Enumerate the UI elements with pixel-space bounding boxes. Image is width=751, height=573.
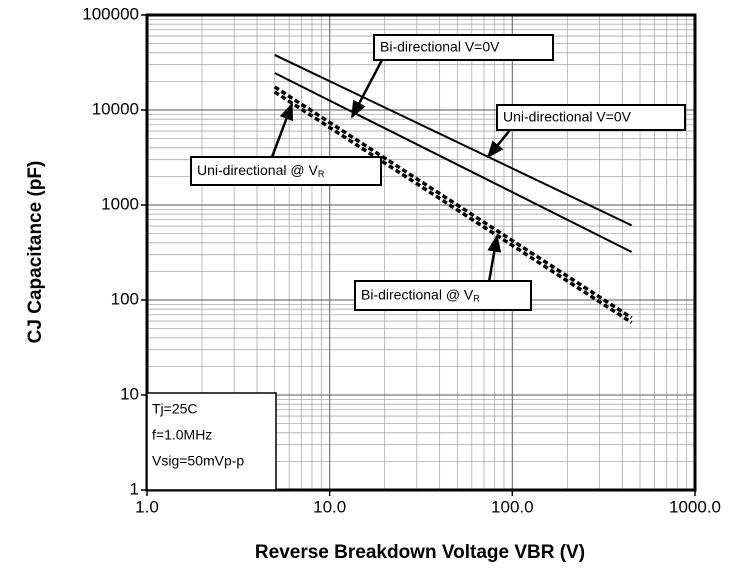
series-line [274, 54, 633, 227]
annotation-arrow [350, 59, 384, 119]
annotation-box [354, 280, 532, 311]
annotation-sub: R [318, 169, 325, 179]
annotation-arrow [487, 234, 502, 283]
y-axis-title: CJ Capacitance (pF) [25, 161, 46, 344]
annotation-arrow [486, 129, 511, 159]
series-line [273, 85, 633, 320]
annotation-box [496, 104, 686, 131]
x-axis-title: Reverse Breakdown Voltage VBR (V) [255, 542, 585, 563]
y-tick-label: 100 [111, 289, 139, 308]
series-line [273, 90, 633, 324]
annotation-arrow [270, 102, 294, 158]
info-box [146, 392, 277, 491]
x-tick-label: 1000.0 [669, 497, 721, 516]
info-text: Vsig=50mVp-p [152, 453, 244, 469]
y-tick-label: 1 [130, 479, 139, 498]
annotation-text: Bi-directional V=0V [380, 38, 500, 54]
annotation-text: Bi-directional @ V [361, 286, 474, 302]
annotation: Uni-directional @ VR [197, 162, 325, 180]
y-tick-label: 10 [120, 384, 139, 403]
annotation-text: Uni-directional @ V [197, 162, 318, 178]
annotation-box [190, 156, 382, 186]
annotation: Bi-directional V=0V [380, 38, 500, 54]
annotation-sub: R [473, 294, 480, 304]
x-tick-label: 10.0 [313, 497, 346, 516]
plot-border [145, 13, 697, 492]
y-tick-label: 100000 [82, 4, 139, 23]
annotation-text: Uni-directional V=0V [503, 108, 632, 124]
y-tick-label: 1000 [101, 194, 139, 213]
series-line [274, 72, 633, 253]
info-text: Tj=25C [152, 401, 198, 417]
y-tick-label: 10000 [92, 99, 139, 118]
annotation: Bi-directional @ VR [361, 286, 480, 304]
annotation: Uni-directional V=0V [503, 108, 632, 124]
x-tick-label: 100.0 [491, 497, 534, 516]
annotation-box [373, 34, 554, 61]
info-text: f=1.0MHz [152, 427, 212, 443]
x-tick-label: 1.0 [135, 497, 159, 516]
